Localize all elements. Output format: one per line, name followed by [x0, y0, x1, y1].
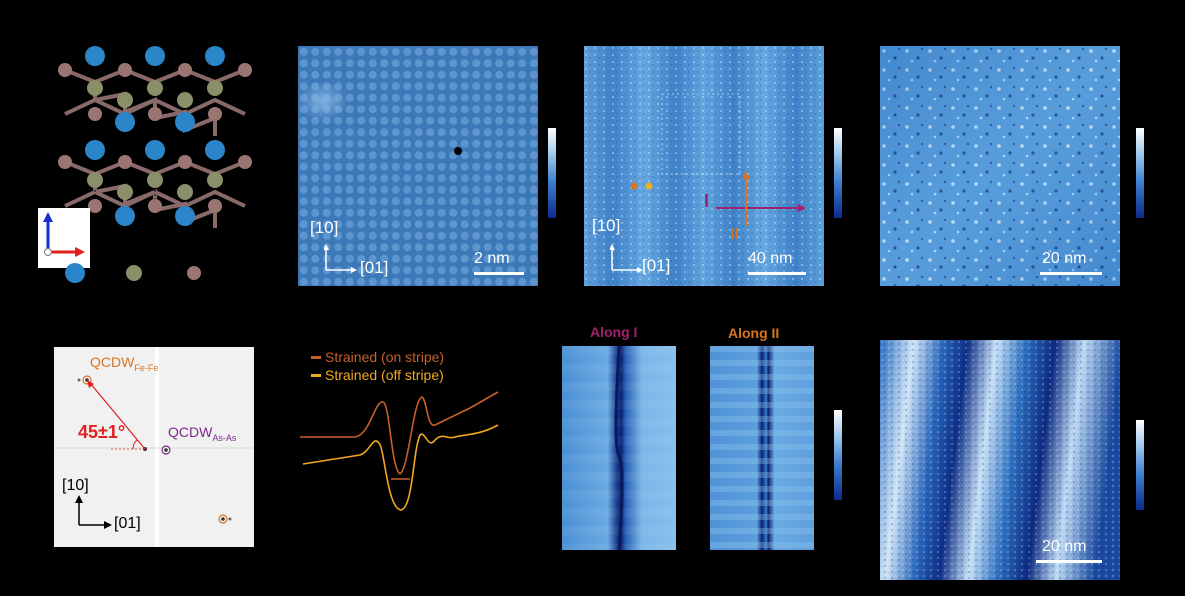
- crystal-structure-svg: [38, 46, 252, 283]
- dir-label-horizontal: [01]: [114, 515, 141, 532]
- cut-label-I: I: [704, 191, 710, 211]
- stm-stripes-large-panel: 20 nm: [880, 340, 1120, 580]
- unit-cell-outline: [94, 137, 156, 234]
- legend-atom-as: [65, 263, 85, 283]
- dir-label-vertical: [10]: [310, 218, 339, 237]
- fft-image: [54, 347, 254, 547]
- angle-line: [89, 382, 146, 450]
- dir-arrows: [610, 244, 650, 274]
- scale-label: 20 nm: [1042, 538, 1087, 555]
- atoms-as: [85, 46, 225, 226]
- linecut-II-image: [710, 346, 814, 550]
- spectra-plot: [300, 391, 499, 511]
- marker-dot-yellow: [645, 182, 653, 190]
- title-along-II: Along II: [728, 325, 780, 341]
- stm-atomic-panel: [10] [01] 2 nm: [298, 46, 538, 286]
- title-along-I: Along I: [590, 324, 638, 340]
- stm-defects-image: [880, 46, 1120, 286]
- scale-bar: [1040, 272, 1102, 275]
- stm-defects-panel: 20 nm: [880, 46, 1120, 286]
- marker-dot-orange: [630, 182, 638, 190]
- legend-on-stripe: Strained (on stripe): [311, 349, 444, 365]
- cut-label-II: II: [730, 226, 739, 243]
- dir-label-horizontal: [01]: [642, 256, 671, 275]
- stm-stripes-panel: I II [10] [01] 40 nm: [584, 46, 824, 286]
- dir-label-horizontal: [01]: [360, 258, 389, 277]
- scale-label: 40 nm: [748, 250, 793, 267]
- legend-atom-fe: [126, 265, 142, 281]
- dir-label-vertical: [10]: [62, 477, 89, 494]
- dir-label-vertical: [10]: [592, 216, 621, 235]
- fft-panel: QCDWFe-Fe QCDWAs-As 45±1° [10] [01]: [54, 347, 254, 547]
- label-qcdw-asas: QCDWAs-As: [168, 424, 237, 443]
- colorbar-b: [548, 128, 556, 218]
- legend-atom-la: [187, 266, 201, 280]
- scale-bar: [748, 272, 806, 275]
- stm-stripes-large-image: [880, 340, 1120, 580]
- peak-asas: [161, 445, 171, 455]
- spectrum-location-dot: [454, 147, 462, 155]
- atoms-fe: [87, 80, 223, 200]
- angle-label: 45±1°: [78, 422, 126, 442]
- spectrum-off-stripe: [302, 424, 499, 511]
- linecut-I-panel: [562, 346, 676, 550]
- linecut-I-axis: [560, 550, 678, 551]
- colorbar-c: [834, 128, 842, 218]
- scale-bar: [474, 272, 524, 275]
- crystal-structure-panel: [30, 40, 270, 290]
- legend-off-stripe: Strained (off stripe): [311, 367, 444, 383]
- spectrum-on-stripe: [300, 391, 499, 475]
- dir-arrows: [324, 244, 364, 274]
- atoms-la: [58, 63, 252, 213]
- scale-label: 20 nm: [1042, 250, 1087, 267]
- linecut-I-image: [562, 346, 676, 550]
- colorbar-d: [1136, 128, 1144, 218]
- label-qcdw-fefe: QCDWFe-Fe: [90, 354, 159, 373]
- colorbar-h: [1136, 420, 1144, 510]
- peak-fefe-opposite: [218, 514, 228, 524]
- scale-label: 2 nm: [474, 250, 510, 267]
- stm-stripes-image: [584, 46, 824, 286]
- linecut-II-panel: [710, 346, 814, 550]
- spectra-panel: Strained (on stripe) Strained (off strip…: [295, 340, 525, 540]
- stm-atomic-image: [298, 46, 538, 286]
- scale-bar: [1036, 560, 1102, 563]
- peak-fefe: [82, 375, 92, 385]
- colorbar-g: [834, 410, 842, 500]
